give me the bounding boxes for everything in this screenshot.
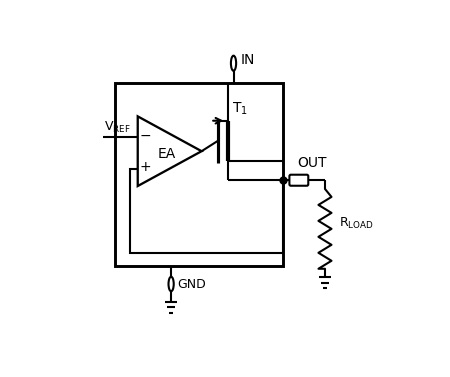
Text: R$_{\mathregular{LOAD}}$: R$_{\mathregular{LOAD}}$: [339, 216, 374, 231]
Text: EA: EA: [158, 147, 176, 161]
Text: IN: IN: [241, 53, 255, 67]
Text: V$_{\mathregular{REF}}$: V$_{\mathregular{REF}}$: [104, 120, 131, 135]
Text: T$_1$: T$_1$: [232, 101, 248, 117]
Ellipse shape: [168, 277, 174, 291]
FancyBboxPatch shape: [289, 175, 308, 186]
Ellipse shape: [231, 56, 236, 71]
Bar: [114, 83, 283, 266]
Text: $+$: $+$: [139, 160, 151, 174]
Text: OUT: OUT: [297, 156, 327, 170]
Text: $-$: $-$: [139, 128, 151, 142]
Text: GND: GND: [177, 277, 206, 291]
